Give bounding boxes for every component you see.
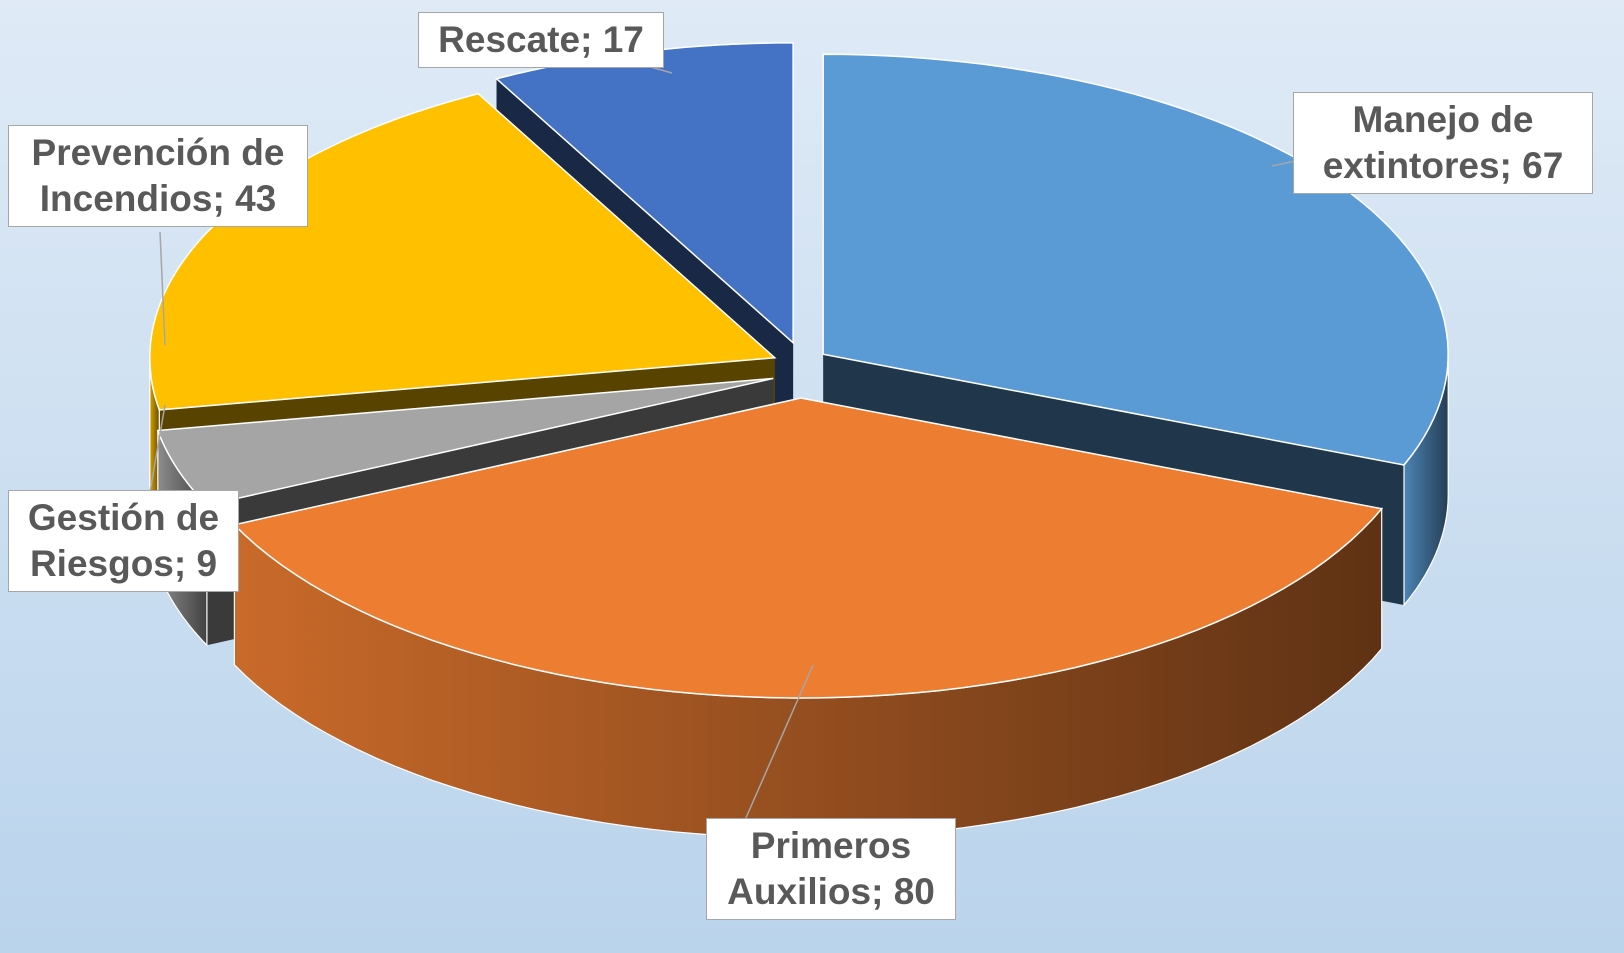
label-value: 17	[602, 19, 644, 60]
label-category: Gestión de Riesgos	[27, 497, 220, 584]
label-value: 43	[235, 178, 277, 219]
label-value: 67	[1522, 145, 1564, 186]
data-label: Manejo de extintores; 67	[1293, 92, 1593, 194]
data-label: Prevención de Incendios; 43	[8, 125, 308, 227]
label-value: 80	[893, 871, 935, 912]
label-value: 9	[196, 543, 218, 584]
label-separator: ;	[212, 178, 236, 219]
label-separator: ;	[1499, 145, 1523, 186]
label-separator: ;	[173, 543, 197, 584]
label-category: Manejo de extintores	[1322, 99, 1534, 186]
leader-line	[149, 404, 166, 493]
data-label: Rescate; 17	[418, 12, 664, 68]
label-separator: ;	[871, 871, 894, 912]
leader-line	[744, 664, 814, 821]
label-category: Primeros Auxilios	[727, 825, 912, 912]
leader-line	[159, 231, 166, 346]
label-category: Rescate	[438, 19, 581, 60]
label-category: Prevención de Incendios	[31, 132, 285, 219]
label-separator: ;	[580, 19, 603, 60]
data-label: Gestión de Riesgos; 9	[8, 490, 239, 592]
slice	[232, 397, 1384, 699]
data-label: Primeros Auxilios; 80	[706, 818, 956, 920]
